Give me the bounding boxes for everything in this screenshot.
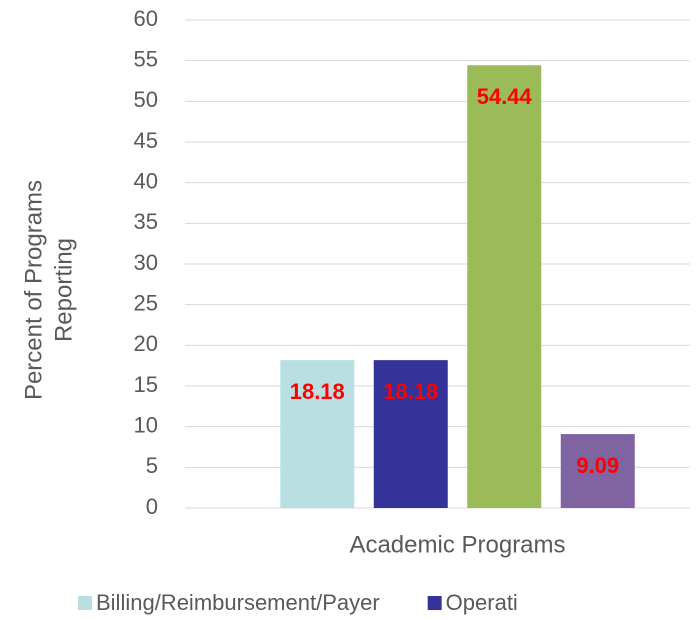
data-label: 18.18 (290, 379, 345, 404)
x-tick-label: Academic Programs (349, 531, 565, 558)
y-axis-title: Percent of Programs (20, 180, 47, 400)
y-tick-label: 60 (134, 6, 158, 31)
y-axis-title: Reporting (50, 238, 77, 342)
y-tick-label: 25 (134, 290, 158, 315)
legend-label: Billing/Reimbursement/Payer (96, 590, 380, 615)
y-tick-label: 0 (146, 494, 158, 519)
bar (373, 360, 448, 508)
bar (560, 434, 635, 508)
y-tick-label: 45 (134, 128, 158, 153)
y-tick-label: 35 (134, 209, 158, 234)
legend-swatch (427, 596, 442, 610)
y-tick-label: 10 (134, 412, 158, 437)
data-label: 54.44 (477, 84, 533, 109)
y-tick-label: 40 (134, 168, 158, 193)
data-label: 9.09 (576, 453, 619, 478)
y-tick-label: 55 (134, 46, 158, 71)
legend-label: Operati (446, 590, 518, 615)
data-label: 18.18 (383, 379, 438, 404)
y-tick-label: 15 (134, 372, 158, 397)
y-tick-label: 50 (134, 87, 158, 112)
bar (280, 360, 355, 508)
bar (467, 65, 542, 508)
y-tick-label: 30 (134, 250, 158, 275)
y-tick-label: 5 (146, 453, 158, 478)
legend-swatch (78, 596, 92, 610)
y-tick-label: 20 (134, 331, 158, 356)
